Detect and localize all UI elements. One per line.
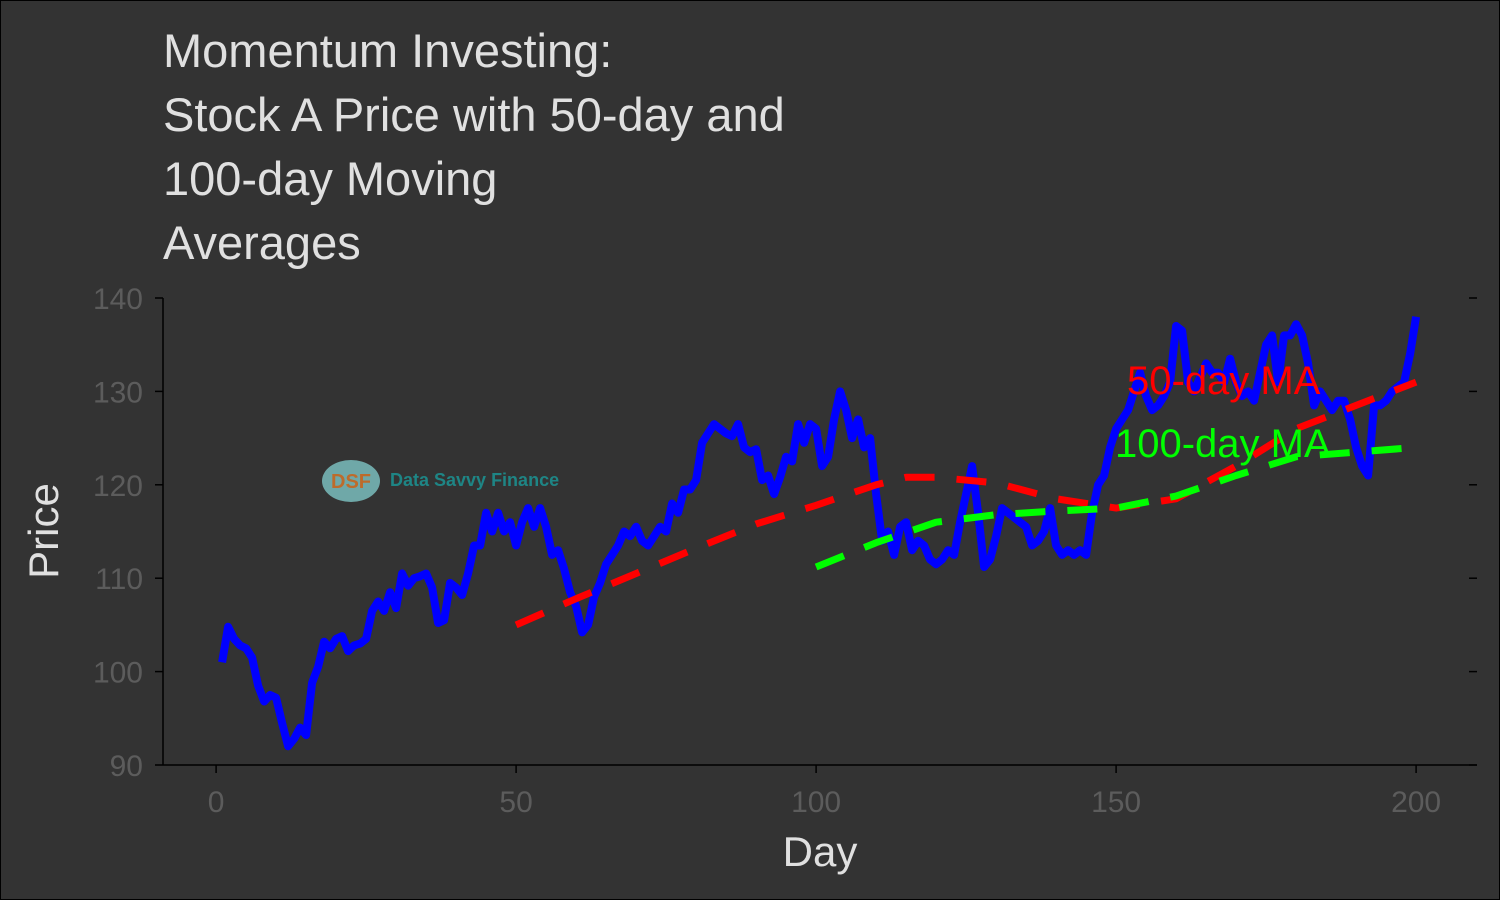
chart-title: Momentum Investing: Stock A Price with 50… [163,24,785,269]
y-axis-label: Price [20,483,67,579]
series-annotation: 100-day MA [1115,422,1331,466]
x-tick-label: 0 [208,786,225,819]
y-tick-label: 130 [93,376,143,409]
x-tick-label: 200 [1391,786,1441,819]
x-tick-label: 100 [791,786,841,819]
x-axis-label: Day [783,828,858,875]
x-tick-label: 150 [1091,786,1141,819]
watermark: DSF Data Savvy Finance [322,460,559,502]
series-line [218,316,1421,751]
series-annotation: 50-day MA [1127,359,1321,403]
watermark-logo: DSF [331,471,371,493]
series-line [514,378,1418,629]
y-tick-label: 90 [110,750,143,783]
y-tick-label: 100 [93,657,143,690]
series-line [814,443,1417,571]
y-tick-label: 140 [93,283,143,316]
x-tick-label: 50 [499,786,532,819]
y-tick-label: 110 [95,563,143,596]
y-tick-label: 120 [93,470,143,503]
watermark-text: Data Savvy Finance [390,470,559,490]
watermark-logo-circle [322,460,380,502]
